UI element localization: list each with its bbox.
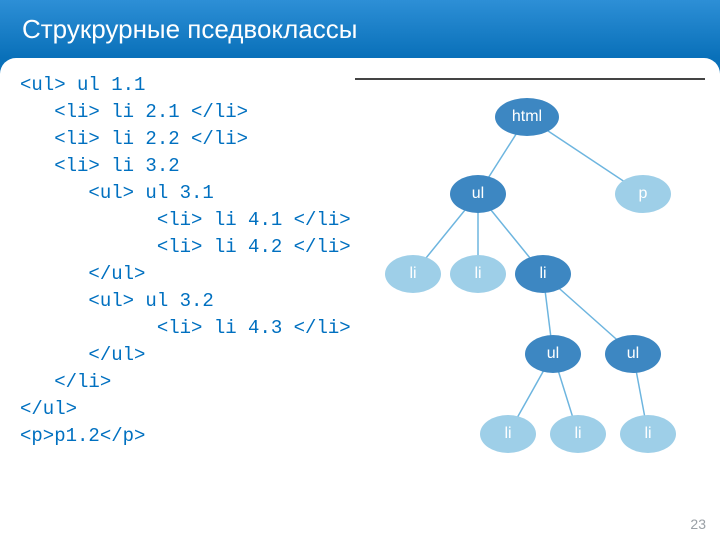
slide-title: Струкрурные пседвоклассы	[22, 14, 357, 45]
slide-body: <ul> ul 1.1 <li> li 2.1 </li> <li> li 2.…	[0, 58, 720, 540]
tree-node-html: html	[495, 98, 559, 136]
tree-node-li5: li	[550, 415, 606, 453]
page-number: 23	[690, 516, 706, 532]
code-block: <ul> ul 1.1 <li> li 2.1 </li> <li> li 2.…	[20, 72, 351, 450]
slide-header: Струкрурные пседвоклассы	[0, 0, 720, 58]
tree-node-ul1: ul	[450, 175, 506, 213]
tree-node-li2: li	[450, 255, 506, 293]
tree-node-li1: li	[385, 255, 441, 293]
tree-node-ul3: ul	[605, 335, 661, 373]
tree-node-ul2: ul	[525, 335, 581, 373]
corner-decoration	[704, 58, 720, 74]
dom-tree-diagram: htmlulplililiulullilili	[355, 78, 705, 460]
corner-decoration	[0, 58, 16, 74]
tree-node-p: p	[615, 175, 671, 213]
slide: Струкрурные пседвоклассы <ul> ul 1.1 <li…	[0, 0, 720, 540]
tree-node-li6: li	[620, 415, 676, 453]
tree-node-li3: li	[515, 255, 571, 293]
tree-node-li4: li	[480, 415, 536, 453]
